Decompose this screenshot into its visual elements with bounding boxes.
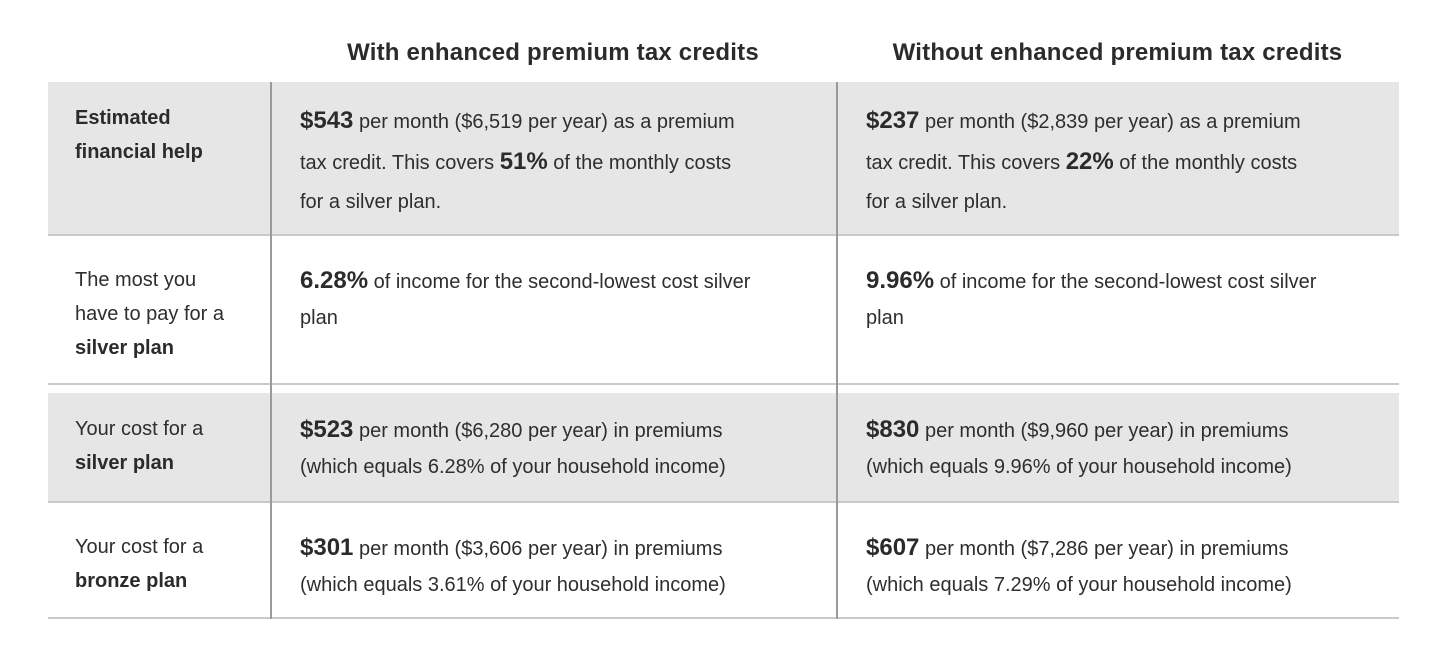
table-cell-without-credits: $237 per month ($2,839 per year) as a pr…	[866, 107, 1301, 213]
column-divider	[836, 82, 838, 619]
table-row-cost-bronze-plan: Your cost for a bronze plan $301 per mont…	[48, 511, 1399, 619]
table-cell-without-credits: $607 per month ($7,286 per year) in prem…	[866, 534, 1292, 596]
column-header-with-credits: With enhanced premium tax credits	[347, 39, 759, 66]
table-cell-without-credits: $830 per month ($9,960 per year) in prem…	[866, 416, 1292, 478]
row-label: Your cost for a bronze plan	[75, 536, 204, 592]
table-cell-with-credits: $523 per month ($6,280 per year) in prem…	[300, 416, 726, 478]
table-row-max-pay-silver-plan: The most you have to pay for a silver plan…	[48, 244, 1399, 385]
table-cell-with-credits: $543 per month ($6,519 per year) as a pr…	[300, 107, 735, 213]
table-cell-with-credits: 6.28% of income for the second-lowest co…	[300, 267, 751, 329]
row-label: Your cost for a silver plan	[75, 418, 204, 474]
row-label: Estimated financial help	[75, 107, 203, 163]
table-row-cost-silver-plan: Your cost for a silver plan $523 per mont…	[48, 393, 1399, 503]
table-row-estimated-financial-help: Estimated financial help $543 per month (…	[48, 82, 1399, 236]
premium-tax-credit-comparison: With enhanced premium tax credits Withou…	[48, 0, 1399, 619]
comparison-table: Estimated financial help $543 per month (…	[48, 82, 1399, 619]
column-header-without-credits: Without enhanced premium tax credits	[892, 39, 1343, 66]
table-header-row: With enhanced premium tax credits Withou…	[48, 0, 1399, 82]
column-divider	[270, 82, 272, 619]
table-cell-without-credits: 9.96% of income for the second-lowest co…	[866, 267, 1317, 329]
table-cell-with-credits: $301 per month ($3,606 per year) in prem…	[300, 534, 726, 596]
row-label: The most you have to pay for a silver plan	[75, 269, 224, 359]
